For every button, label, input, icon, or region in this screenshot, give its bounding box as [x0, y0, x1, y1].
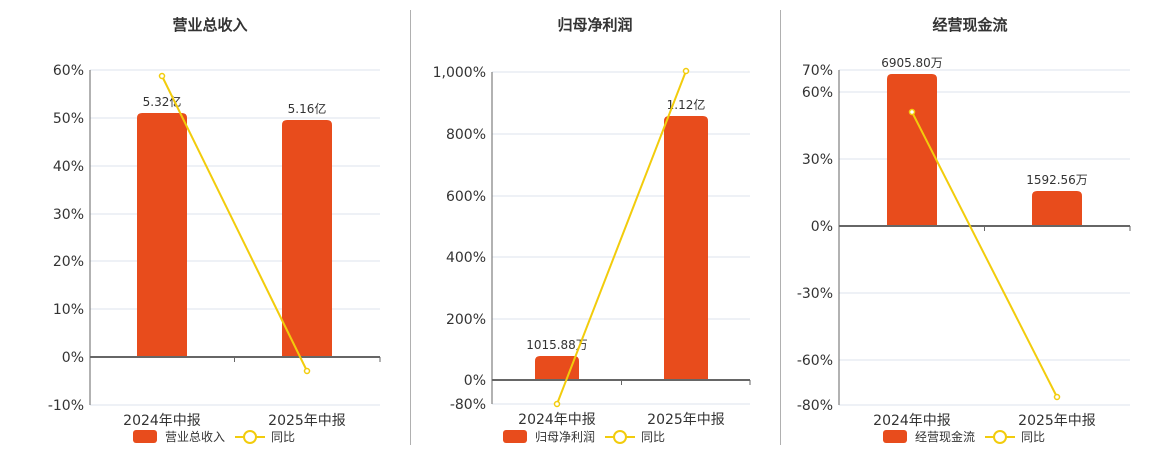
- bar[interactable]: [282, 120, 332, 357]
- bar[interactable]: [1032, 191, 1082, 226]
- yoy-point[interactable]: [553, 400, 561, 408]
- chart-panel-revenue: 营业总收入 60% 50% 40% 30% 20% 10% 0% -10% 5.32亿 2024年…: [0, 0, 400, 450]
- chart-legend: 经营现金流 同比: [883, 427, 1045, 445]
- x-category-label: 2024年中报: [518, 412, 596, 428]
- chart-title: 归母净利润: [557, 16, 633, 34]
- y-tick-label: 30%: [802, 152, 833, 168]
- legend-bar-label[interactable]: 经营现金流: [915, 429, 976, 444]
- y-tick-label: 60%: [53, 63, 84, 79]
- chart-legend: 营业总收入 同比: [133, 427, 295, 445]
- legend-line-swatch[interactable]: [235, 429, 266, 444]
- y-tick-label: 0%: [811, 219, 833, 235]
- y-tick-label: 0%: [62, 350, 84, 366]
- y-tick-label: 10%: [53, 302, 84, 318]
- y-tick-label: 0%: [464, 373, 486, 389]
- y-tick-label: 1,000%: [433, 65, 486, 81]
- y-tick-label: 400%: [446, 250, 486, 266]
- chart-panel-operating-cashflow: 经营现金流 70% 60% 30% 0% -30% -60% -80% 6905.80万 202…: [780, 0, 1160, 450]
- legend-line-label[interactable]: 同比: [641, 429, 666, 444]
- legend-line-swatch[interactable]: [605, 429, 636, 444]
- x-category-label: 2025年中报: [647, 412, 725, 428]
- bar-value-label: 1592.56万: [1026, 173, 1088, 187]
- bar[interactable]: [887, 74, 937, 226]
- chart-title: 经营现金流: [932, 16, 1008, 34]
- y-tick-label: -60%: [797, 353, 833, 369]
- chart-plot: 60%50%40%30%20%10%0%-10%5.32亿2024年中报5.16…: [48, 63, 381, 429]
- y-tick-label: -80%: [450, 397, 486, 413]
- yoy-point[interactable]: [158, 72, 166, 80]
- yoy-point[interactable]: [908, 108, 916, 116]
- chart-plot: 70% 60% 30% 0% -30% -60% -80% 6905.80万 2024年中报 15…: [797, 56, 1131, 429]
- legend-bar-swatch[interactable]: [503, 429, 527, 443]
- legend-line-label[interactable]: 同比: [271, 429, 296, 444]
- panel-divider: [410, 10, 411, 445]
- y-tick-label: 600%: [446, 189, 486, 205]
- y-tick-label: -10%: [48, 398, 84, 414]
- bar[interactable]: [664, 116, 708, 380]
- y-tick-label: 800%: [446, 127, 486, 143]
- yoy-line: [161, 75, 308, 372]
- chart-title: 营业总收入: [172, 16, 248, 34]
- legend-bar-label[interactable]: 归母净利润: [535, 429, 596, 444]
- x-category-label: 2025年中报: [1018, 413, 1096, 429]
- chart-legend: 归母净利润 同比: [503, 427, 665, 445]
- y-tick-label: 200%: [446, 312, 486, 328]
- yoy-point[interactable]: [303, 367, 311, 375]
- bar[interactable]: [535, 356, 579, 380]
- bar-value-label: 6905.80万: [881, 56, 943, 70]
- legend-bar-swatch[interactable]: [883, 429, 907, 443]
- legend-line-swatch[interactable]: [985, 429, 1016, 444]
- x-category-label: 2024年中报: [123, 413, 201, 429]
- y-tick-label: 20%: [53, 254, 84, 270]
- legend-bar-swatch[interactable]: [133, 429, 157, 443]
- bar-value-label: 1015.88万: [526, 338, 588, 352]
- y-tick-label: 30%: [53, 207, 84, 223]
- panel-divider: [780, 10, 781, 445]
- y-tick-label: 70%: [802, 63, 833, 79]
- y-tick-label: 50%: [53, 111, 84, 127]
- yoy-point[interactable]: [682, 67, 690, 75]
- chart-panel-net-profit: 归母净利润 1,000% 800% 600% 400% 200% 0% -80% 1015.8…: [410, 0, 780, 450]
- y-tick-label: 60%: [802, 85, 833, 101]
- yoy-point[interactable]: [1053, 393, 1061, 401]
- y-tick-label: 40%: [53, 159, 84, 175]
- x-category-label: 2024年中报: [873, 413, 951, 429]
- y-tick-label: -30%: [797, 286, 833, 302]
- y-tick-label: -80%: [797, 398, 833, 414]
- bar-value-label: 5.16亿: [288, 101, 327, 116]
- chart-plot: 1,000% 800% 600% 400% 200% 0% -80% 1015.88万 2024…: [433, 65, 751, 428]
- yoy-line: [556, 70, 687, 405]
- yoy-line: [911, 111, 1058, 398]
- legend-bar-label[interactable]: 营业总收入: [165, 429, 226, 444]
- x-category-label: 2025年中报: [268, 413, 346, 429]
- legend-line-label[interactable]: 同比: [1021, 429, 1046, 444]
- bar[interactable]: [137, 113, 187, 357]
- bar-value-label: 1.12亿: [667, 97, 706, 112]
